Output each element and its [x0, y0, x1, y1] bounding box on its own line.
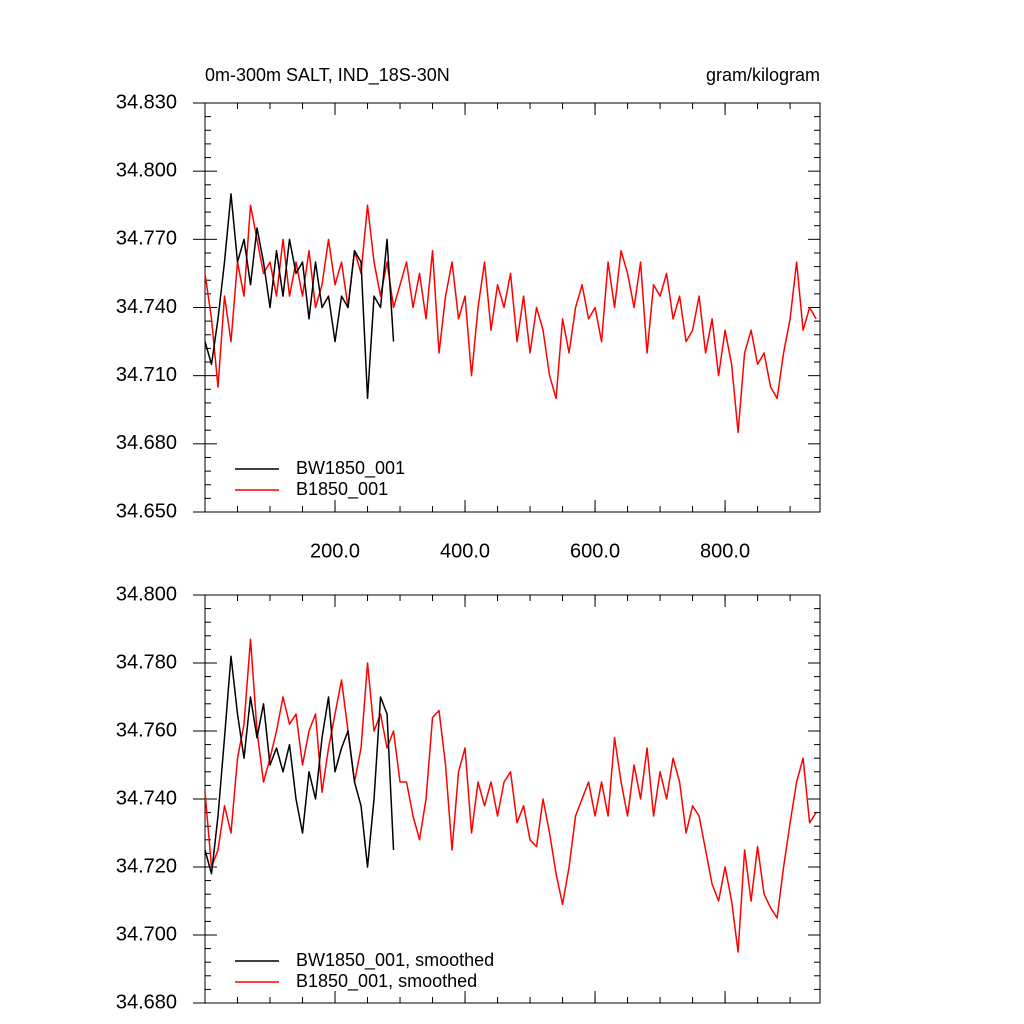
x-tick-label: 400.0: [440, 540, 490, 562]
y-tick-label: 34.720: [116, 855, 177, 877]
legend-label: B1850_001, smoothed: [296, 971, 477, 992]
y-tick-label: 34.780: [116, 651, 177, 673]
y-tick-label: 34.680: [116, 991, 177, 1013]
x-tick-label: 800.0: [700, 540, 750, 562]
series-line: [204, 193, 395, 400]
x-tick-label: 200.0: [310, 540, 360, 562]
y-tick-label: 34.770: [116, 228, 177, 250]
y-tick-label: 34.800: [116, 583, 177, 605]
plot-frame: [204, 102, 821, 513]
y-tick-label: 34.680: [116, 432, 177, 454]
chart-title: 0m-300m SALT, IND_18S-30N: [205, 65, 450, 86]
y-tick-label: 34.800: [116, 159, 177, 181]
y-tick-label: 34.740: [116, 787, 177, 809]
y-tick-label: 34.830: [116, 91, 177, 113]
units-label: gram/kilogram: [706, 65, 820, 85]
legend-label: B1850_001: [296, 479, 388, 500]
plot-frame: [204, 594, 821, 1004]
legend-label: BW1850_001: [296, 458, 405, 479]
series-line: [204, 638, 817, 953]
y-tick-label: 34.710: [116, 364, 177, 386]
series-line: [204, 655, 395, 875]
legend-label: BW1850_001, smoothed: [296, 950, 494, 971]
y-tick-label: 34.740: [116, 296, 177, 318]
y-tick-label: 34.650: [116, 500, 177, 522]
x-tick-label: 600.0: [570, 540, 620, 562]
y-tick-label: 34.760: [116, 719, 177, 741]
series-line: [204, 204, 817, 434]
y-tick-label: 34.700: [116, 923, 177, 945]
